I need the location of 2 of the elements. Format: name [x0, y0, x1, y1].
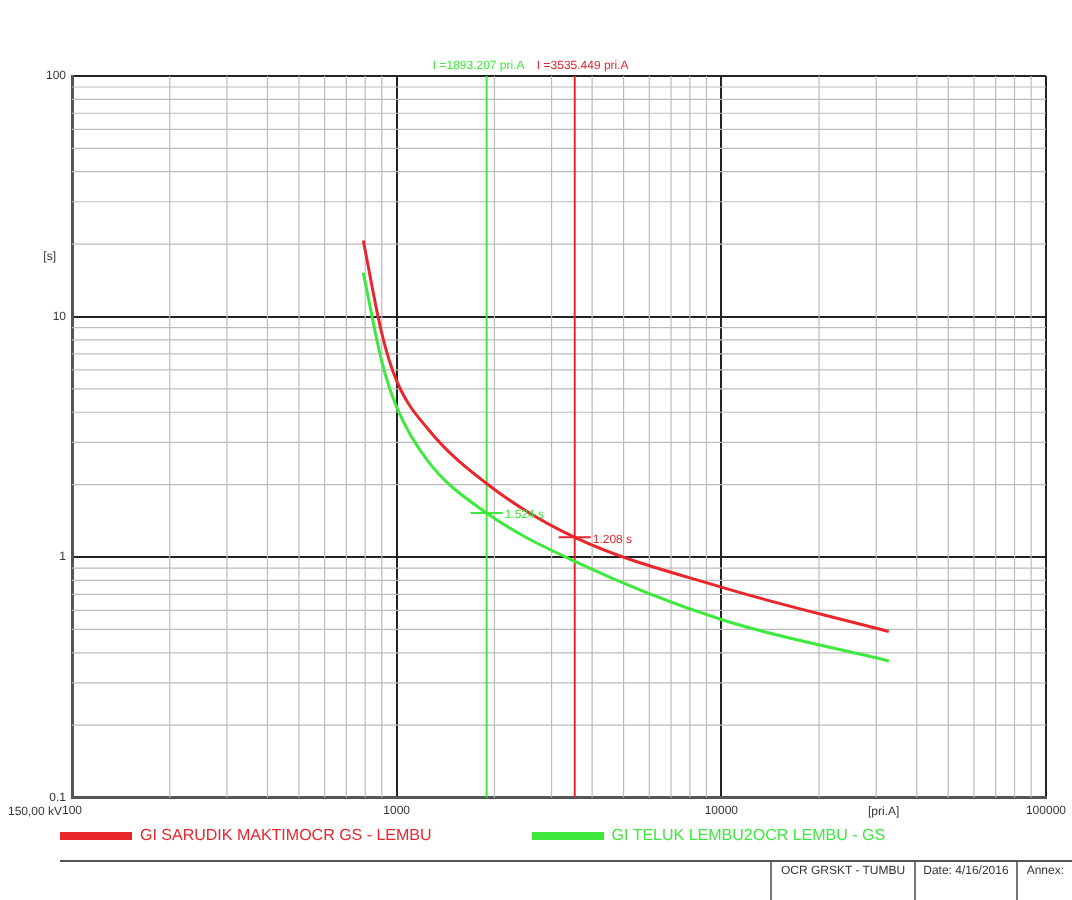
legend-label: GI SARUDIK MAKTIMOCR GS - LEMBU — [140, 826, 432, 844]
legend-label: GI TELUK LEMBU2OCR LEMBU - GS — [611, 826, 886, 844]
